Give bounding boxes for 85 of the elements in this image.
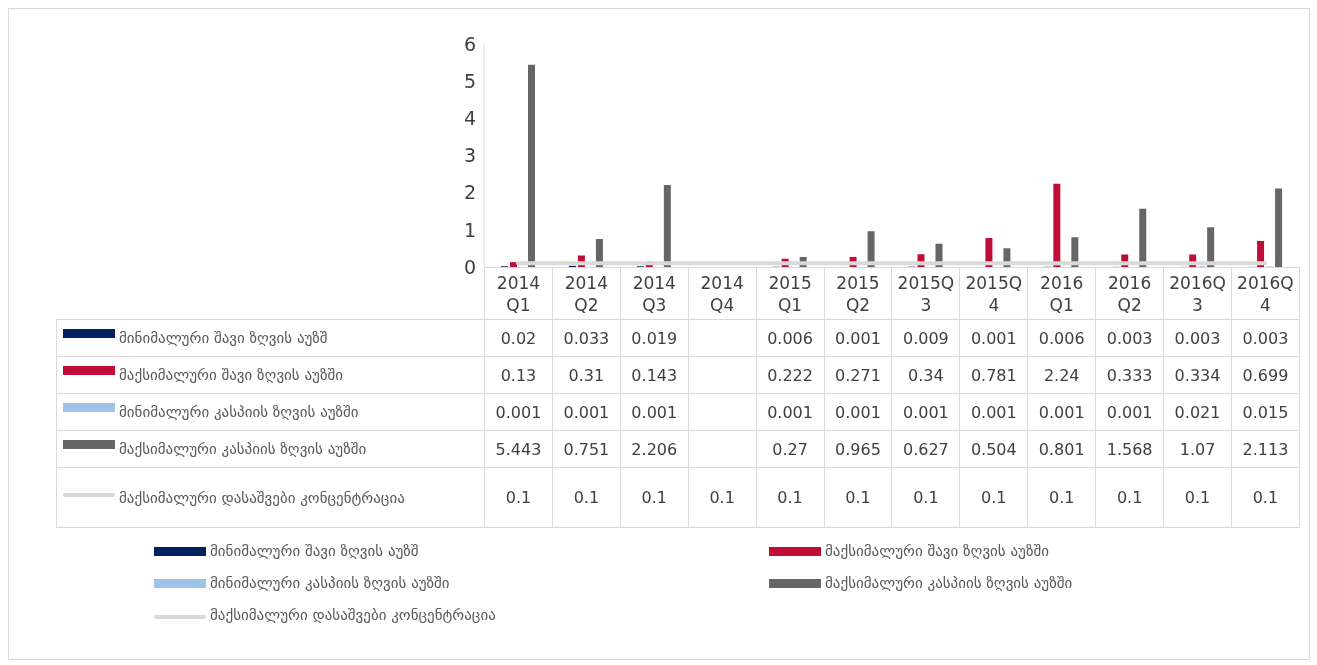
data-label: 0.003: [1163, 319, 1232, 357]
data-label: 0.751: [552, 430, 621, 468]
text: მაქსიმალური შავი ზღვის აუზში: [825, 542, 1049, 560]
x-tick-label: 2015 Q1: [756, 267, 825, 320]
data-label: 0.009: [891, 319, 960, 357]
legend-label: მაქსიმალური დასაშვები კონცენტრაცია: [119, 488, 405, 507]
data-label: 0.001: [824, 393, 892, 431]
legend-label: მინიმალური კასპიის ზღვის აუზში: [119, 403, 359, 421]
data-label: 0.1: [552, 467, 621, 528]
data-label: 0.1: [1163, 467, 1232, 528]
data-label: 0.001: [1027, 393, 1096, 431]
data-label: 0.1: [620, 467, 689, 528]
data-label: 0.021: [1163, 393, 1232, 431]
data-label: 1.568: [1095, 430, 1164, 468]
data-label: 0.334: [1163, 356, 1232, 394]
legend-label: მაქსიმალური შავი ზღვის აუზში: [119, 366, 343, 384]
data-label: 2.113: [1231, 430, 1300, 468]
y-tick-label: 3: [463, 144, 476, 167]
data-label: 0.1: [688, 467, 757, 528]
legend-label: მაქსიმალური კასპიის ზღვის აუზში: [119, 440, 367, 458]
data-label: 0.001: [756, 393, 825, 431]
y-tick-label: 0: [463, 255, 476, 278]
text: მინიმალური შავი ზღვის აუზშ: [210, 542, 419, 560]
data-label: 0.001: [891, 393, 960, 431]
x-tick-label: 2015 Q2: [824, 267, 892, 320]
data-label: 0.033: [552, 319, 621, 357]
data-label: 0.1: [824, 467, 892, 528]
x-tick-label: 2014 Q2: [552, 267, 621, 320]
x-tick-label: 2014 Q3: [620, 267, 689, 320]
data-label: 0.34: [891, 356, 960, 394]
data-label: 0.003: [1231, 319, 1300, 357]
data-label: 0.222: [756, 356, 825, 394]
x-tick-label: 2016 Q2: [1095, 267, 1164, 320]
data-label: 0.1: [891, 467, 960, 528]
data-label: 0.001: [620, 393, 689, 431]
data-label: 0.001: [552, 393, 621, 431]
data-label: 2.24: [1027, 356, 1096, 394]
y-tick-label: 5: [463, 69, 476, 92]
data-label: 0.627: [891, 430, 960, 468]
x-tick-label: 2015Q4: [959, 267, 1028, 320]
data-label: 0.965: [824, 430, 892, 468]
data-label: 0.781: [959, 356, 1028, 394]
data-label: 0.019: [620, 319, 689, 357]
data-label: 0.006: [1027, 319, 1096, 357]
data-label: 0.02: [484, 319, 553, 357]
text: მინიმალური კასპიის ზღვის აუზში: [210, 574, 450, 592]
data-label: 0.801: [1027, 430, 1096, 468]
data-label: 2.206: [620, 430, 689, 468]
data-label: 0.699: [1231, 356, 1300, 394]
x-tick-label: 2016Q4: [1231, 267, 1300, 320]
data-label: 0.001: [1095, 393, 1164, 431]
data-label: 0.001: [824, 319, 892, 357]
data-label: 0.1: [756, 467, 825, 528]
data-label: 0.143: [620, 356, 689, 394]
data-label: 0.001: [959, 319, 1028, 357]
y-tick-label: 2: [463, 181, 476, 204]
data-label: 0.333: [1095, 356, 1164, 394]
data-label: 0.31: [552, 356, 621, 394]
text: მაქსიმალური კასპიის ზღვის აუზში: [825, 574, 1073, 592]
text: მაქსიმალური დასაშვები კონცენტრაცია: [210, 606, 496, 624]
data-label: 0.015: [1231, 393, 1300, 431]
x-tick-label: 2015Q3: [891, 267, 960, 320]
data-label: 0.504: [959, 430, 1028, 468]
data-label: 0.1: [1231, 467, 1300, 528]
data-label: 0.271: [824, 356, 892, 394]
x-tick-label: 2016 Q1: [1027, 267, 1096, 320]
data-label: 1.07: [1163, 430, 1232, 468]
y-tick-label: 1: [463, 218, 476, 241]
data-label: 0.1: [959, 467, 1028, 528]
x-tick-label: 2014 Q4: [688, 267, 757, 320]
legend-label: მინიმალური შავი ზღვის აუზშ: [119, 329, 328, 347]
data-label: 0.1: [1095, 467, 1164, 528]
data-label: 0.27: [756, 430, 825, 468]
data-label: 0.003: [1095, 319, 1164, 357]
x-tick-label: 2014 Q1: [484, 267, 553, 320]
y-tick-label: 6: [463, 32, 476, 55]
y-tick-label: 4: [463, 107, 476, 130]
data-label: 0.006: [756, 319, 825, 357]
data-label: 0.1: [484, 467, 553, 528]
data-label: 0.13: [484, 356, 553, 394]
data-label: 0.001: [484, 393, 553, 431]
data-label: 0.1: [1027, 467, 1096, 528]
data-label: 0.001: [959, 393, 1028, 431]
data-label: 5.443: [484, 430, 553, 468]
x-tick-label: 2016Q3: [1163, 267, 1232, 320]
